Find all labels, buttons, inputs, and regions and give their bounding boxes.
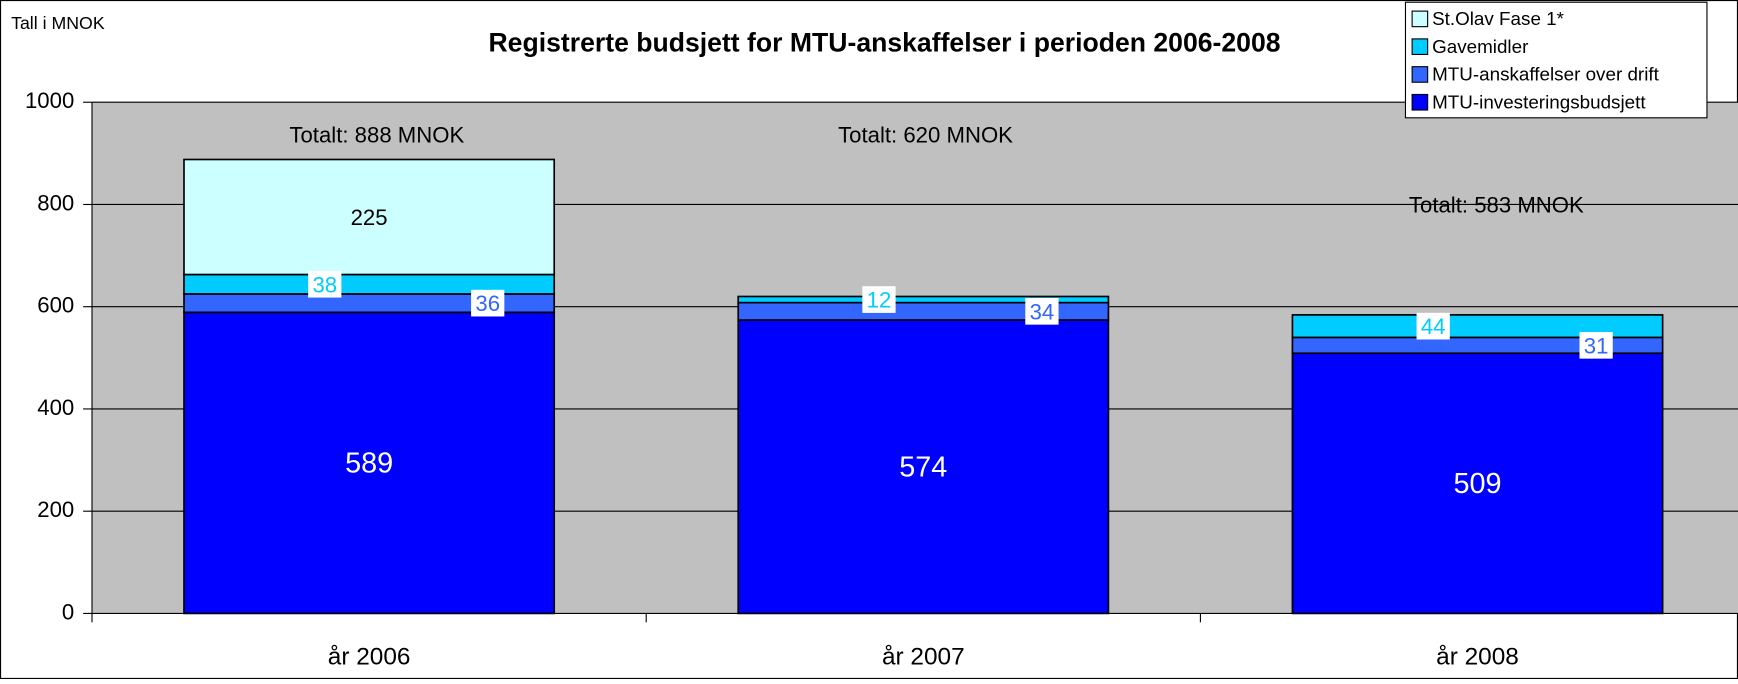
value-label-box: [1025, 297, 1059, 325]
value-label: 34: [1030, 299, 1055, 324]
legend-swatch: [1411, 66, 1429, 83]
annotation: Totalt: 620 MNOK: [838, 123, 1013, 148]
unit-label: Tall i MNOK: [11, 13, 105, 33]
value-label-box: [1579, 331, 1613, 359]
legend-label: Gavemidler: [1432, 36, 1528, 57]
legend-swatch: [1411, 10, 1429, 28]
bar-segment: [737, 319, 1110, 615]
bar-segment: [1291, 314, 1664, 339]
value-label: 509: [1453, 468, 1501, 500]
value-label-box: [1416, 312, 1450, 340]
value-label: 31: [1584, 333, 1609, 358]
bar-segment: [1291, 352, 1664, 615]
value-label: 589: [345, 448, 393, 480]
value-label: 12: [867, 288, 892, 313]
legend-label: MTU-investeringsbudsjett: [1432, 91, 1646, 112]
annotation: Totalt: 888 MNOK: [289, 123, 464, 148]
value-label-box: [471, 289, 505, 317]
bar-segment: [737, 295, 1110, 304]
chart-title: Registrerte budsjett for MTU-anskaffelse…: [488, 27, 1280, 57]
bar-segment: [183, 311, 556, 615]
annotation: Totalt: 583 MNOK: [1409, 193, 1584, 218]
legend-swatch: [1411, 38, 1429, 56]
y-tick-label: 0: [62, 599, 74, 624]
bar-segment: [183, 158, 556, 276]
value-label: 36: [475, 291, 500, 316]
x-tick-label: år 2007: [882, 643, 965, 670]
value-label-box: [308, 270, 342, 298]
y-tick-label: 400: [37, 395, 74, 420]
legend-swatch: [1411, 93, 1429, 111]
value-label: 225: [351, 205, 388, 230]
y-tick-label: 600: [37, 293, 74, 318]
y-tick-label: 1000: [25, 88, 74, 113]
legend-label: St.Olav Fase 1*: [1432, 8, 1565, 29]
legend-label: MTU-anskaffelser over drift: [1432, 64, 1660, 85]
y-tick-label: 800: [37, 190, 74, 215]
value-label-box: [862, 286, 896, 313]
value-label: 44: [1421, 314, 1446, 339]
value-label: 38: [312, 272, 337, 297]
x-tick-label: år 2006: [328, 643, 411, 670]
legend-box: [1404, 1, 1708, 119]
value-label: 574: [899, 452, 947, 484]
x-tick-label: år 2008: [1436, 643, 1519, 670]
y-tick-label: 200: [37, 497, 74, 522]
